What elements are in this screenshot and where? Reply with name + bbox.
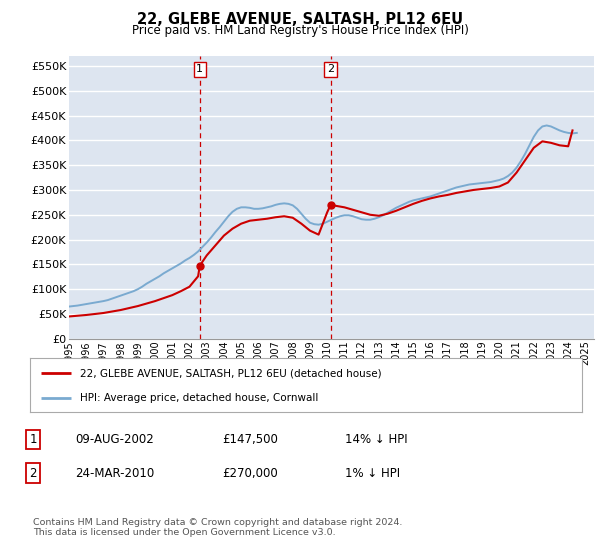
- Text: 2: 2: [327, 64, 334, 74]
- Text: 2: 2: [29, 466, 37, 480]
- Text: 1% ↓ HPI: 1% ↓ HPI: [345, 466, 400, 480]
- Text: 24-MAR-2010: 24-MAR-2010: [75, 466, 154, 480]
- Text: £270,000: £270,000: [222, 466, 278, 480]
- Text: 09-AUG-2002: 09-AUG-2002: [75, 433, 154, 446]
- Text: HPI: Average price, detached house, Cornwall: HPI: Average price, detached house, Corn…: [80, 393, 318, 403]
- Text: 14% ↓ HPI: 14% ↓ HPI: [345, 433, 407, 446]
- Text: 22, GLEBE AVENUE, SALTASH, PL12 6EU (detached house): 22, GLEBE AVENUE, SALTASH, PL12 6EU (det…: [80, 368, 382, 379]
- Text: Contains HM Land Registry data © Crown copyright and database right 2024.
This d: Contains HM Land Registry data © Crown c…: [33, 518, 403, 538]
- Text: 1: 1: [196, 64, 203, 74]
- Text: 22, GLEBE AVENUE, SALTASH, PL12 6EU: 22, GLEBE AVENUE, SALTASH, PL12 6EU: [137, 12, 463, 27]
- Text: £147,500: £147,500: [222, 433, 278, 446]
- Text: 1: 1: [29, 433, 37, 446]
- Text: Price paid vs. HM Land Registry's House Price Index (HPI): Price paid vs. HM Land Registry's House …: [131, 24, 469, 36]
